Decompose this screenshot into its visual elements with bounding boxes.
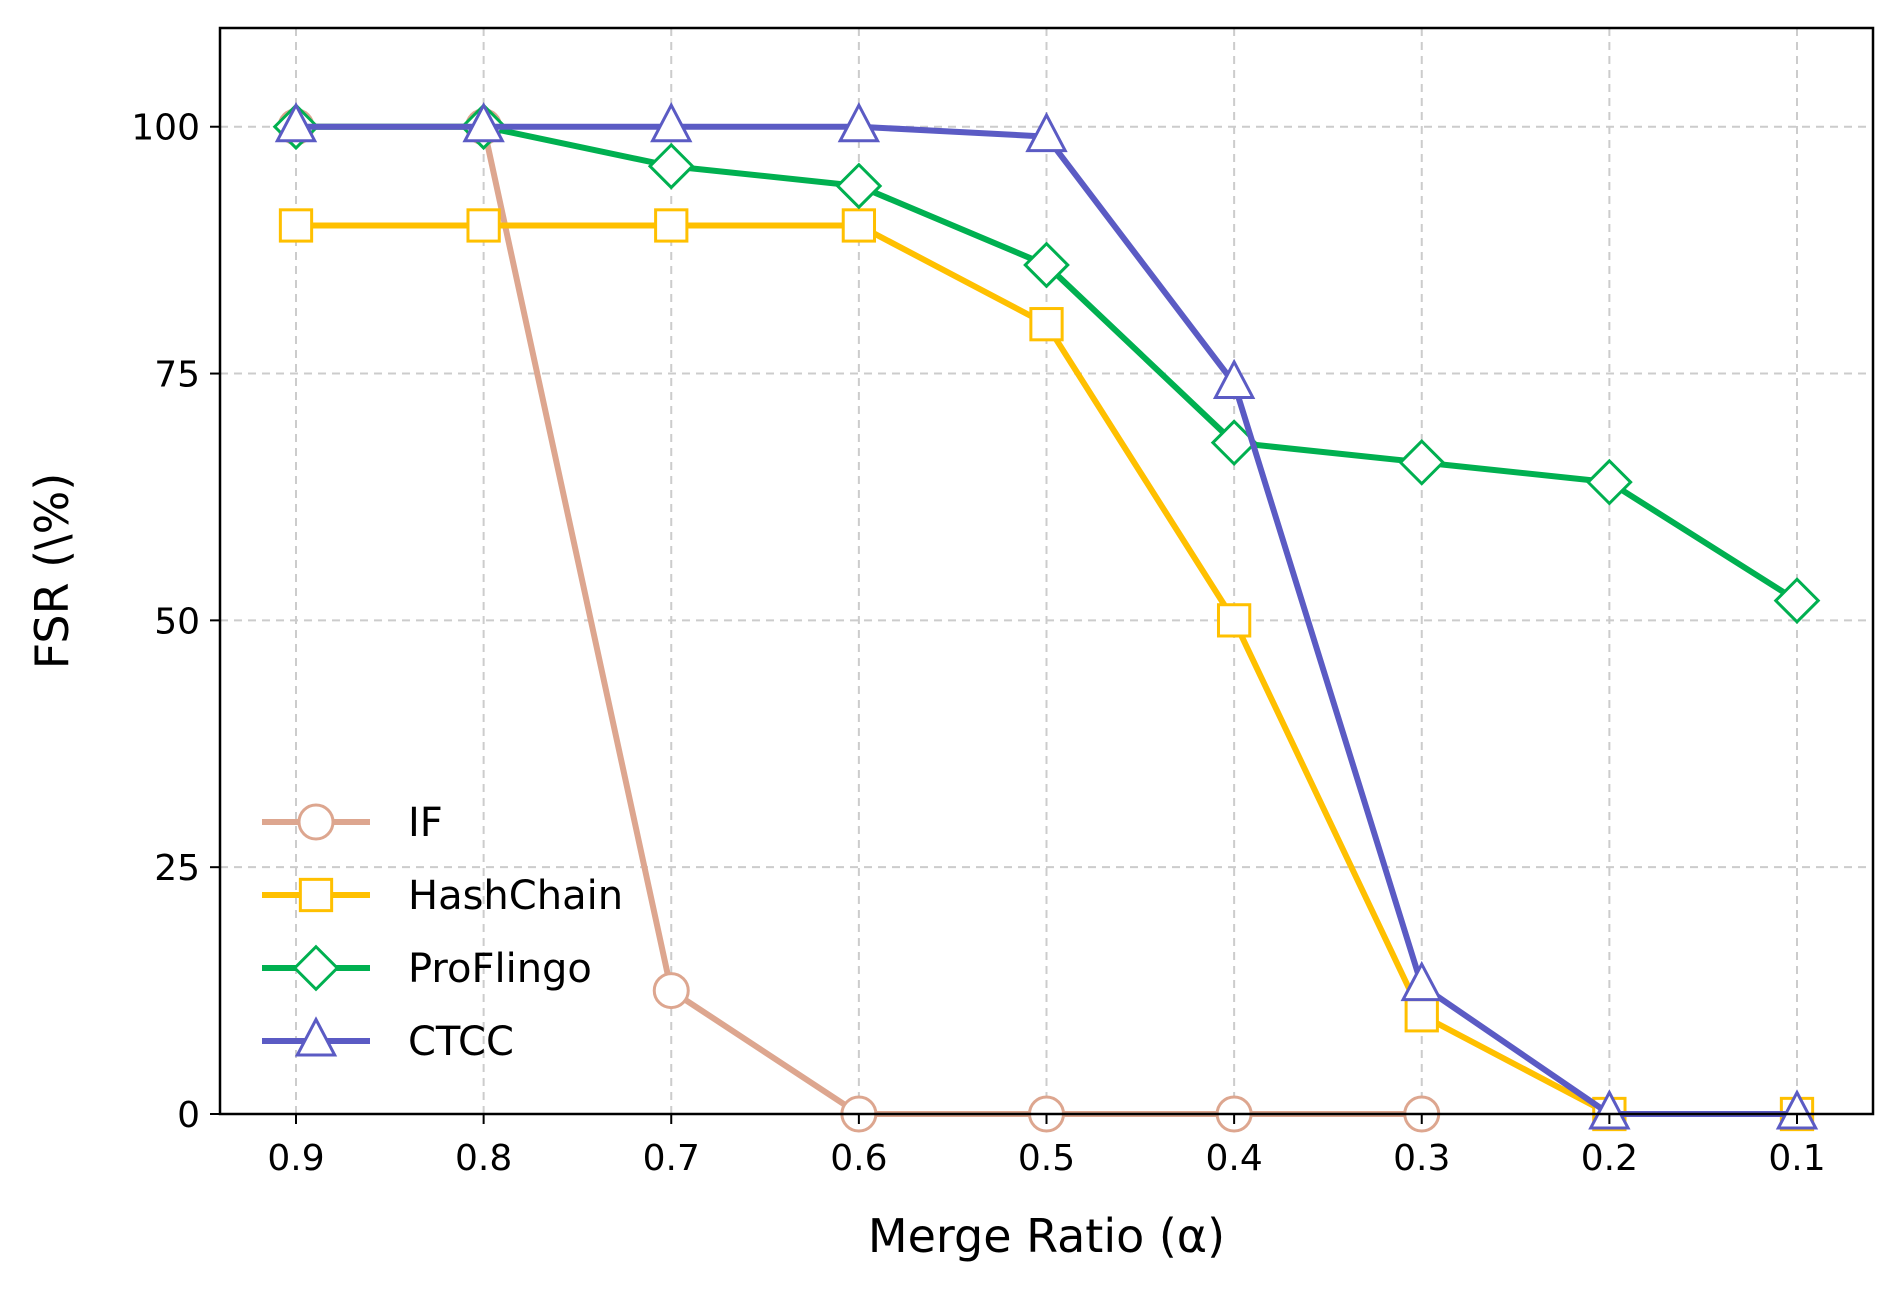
data-point-triangle: [274, 102, 318, 143]
legend-item: ProFlingo: [262, 944, 592, 992]
data-point-triangle: [1400, 960, 1443, 1002]
data-point-circle: [652, 972, 690, 1010]
legend-marker-triangle: [294, 1016, 338, 1057]
data-point-diamond: [1398, 439, 1446, 486]
data-point-square: [466, 208, 501, 243]
data-point-diamond: [1586, 458, 1633, 506]
x-tick-label: 0.9: [267, 1138, 324, 1179]
data-point-square: [654, 208, 689, 243]
legend-label: HashChain: [408, 873, 623, 919]
legend-marker-square: [298, 877, 334, 913]
x-tick-label: 0.3: [1393, 1138, 1450, 1179]
data-point-square: [278, 208, 314, 243]
data-point-triangle: [1212, 358, 1256, 399]
legend-marker-circle: [297, 803, 335, 841]
legend-item: HashChain: [262, 873, 623, 919]
x-tick-label: 0.8: [455, 1138, 512, 1179]
data-point-diamond: [835, 162, 883, 210]
x-tick-label: 0.2: [1581, 1138, 1638, 1179]
axis-ticks: 0.9 0.8 0.7 0.6 0.5 0.4 0.3 0.2 0.1 0 25 50 75 100: [131, 108, 1825, 1179]
x-axis-title: Merge Ratio (α): [868, 1209, 1225, 1263]
data-point-triangle: [1775, 1089, 1819, 1130]
data-point-square: [841, 208, 877, 243]
legend-item: CTCC: [262, 1016, 514, 1065]
data-point-diamond: [1023, 241, 1070, 289]
x-tick-label: 0.7: [643, 1138, 700, 1179]
series-proflingo: [272, 103, 1821, 624]
data-point-triangle: [837, 102, 881, 143]
data-point-triangle: [1025, 111, 1068, 153]
data-point-diamond: [647, 142, 695, 190]
y-tick-label: 25: [154, 848, 200, 889]
data-point-triangle: [1588, 1089, 1631, 1130]
x-tick-label: 0.1: [1768, 1138, 1825, 1179]
data-point-triangle: [462, 102, 505, 143]
legend-marker-diamond: [292, 944, 340, 992]
y-tick-label: 0: [177, 1095, 200, 1136]
data-point-square: [1404, 998, 1439, 1033]
y-tick-label: 50: [154, 601, 200, 642]
x-tick-label: 0.6: [830, 1138, 887, 1179]
data-point-triangle: [650, 102, 693, 143]
legend-item: IF: [262, 800, 443, 846]
series-group: [272, 102, 1821, 1133]
x-tick-label: 0.5: [1018, 1138, 1075, 1179]
y-tick-label: 100: [131, 108, 200, 149]
legend-label: CTCC: [408, 1019, 514, 1065]
data-point-square: [1029, 307, 1064, 342]
y-tick-label: 75: [154, 355, 200, 396]
y-axis-title: FSR (\%): [25, 473, 79, 670]
legend-label: ProFlingo: [408, 946, 592, 992]
series-ctcc: [274, 102, 1819, 1130]
data-point-square: [1216, 603, 1252, 638]
x-tick-label: 0.4: [1205, 1138, 1262, 1179]
legend: IF HashChain ProFlingo CTCC: [262, 800, 623, 1065]
legend-label: IF: [408, 800, 443, 846]
data-point-diamond: [1773, 577, 1821, 624]
